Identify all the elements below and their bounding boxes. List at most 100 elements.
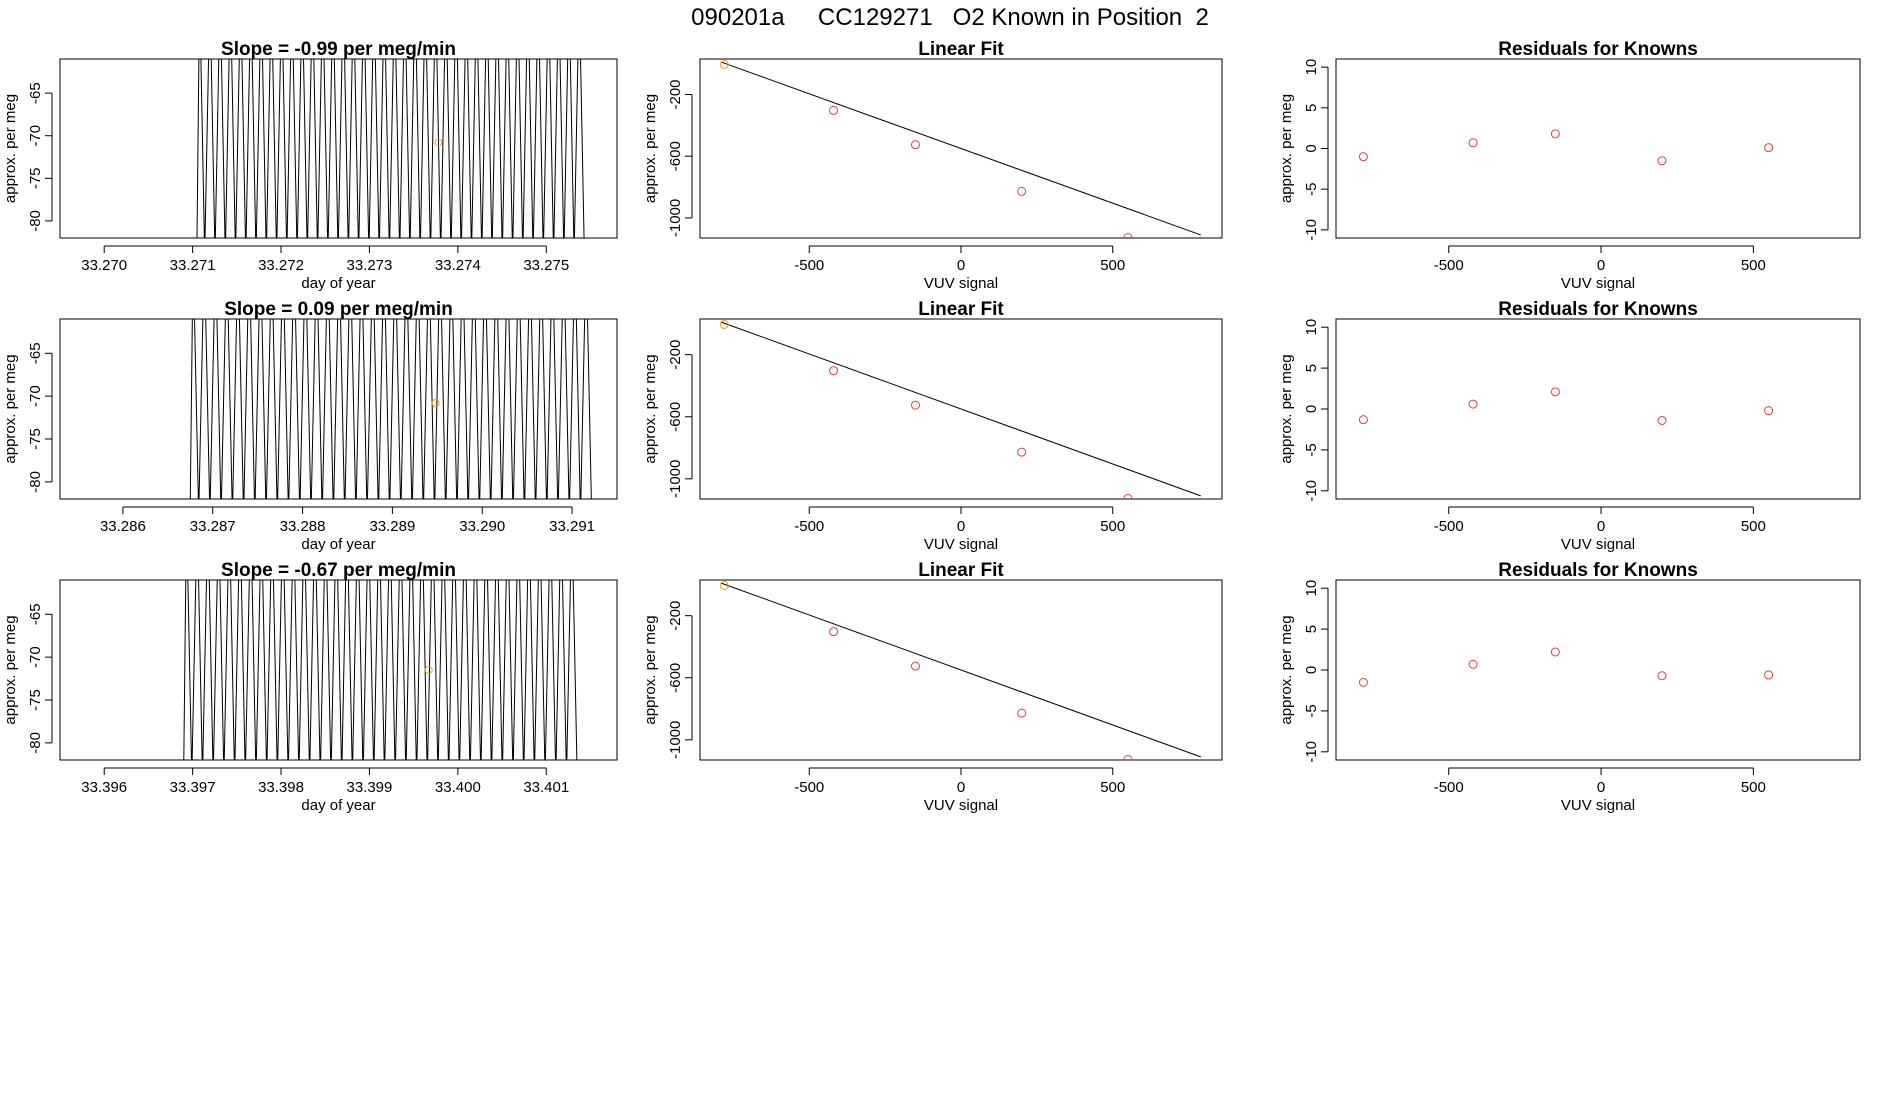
y-tick-label: 0	[1303, 666, 1320, 674]
y-tick-label: -600	[667, 402, 684, 432]
y-tick-label: 5	[1303, 364, 1320, 372]
data-point	[829, 366, 839, 376]
plot-frame	[699, 58, 1223, 239]
y-tick-label: -200	[667, 601, 684, 631]
y-tick-label: -75	[27, 428, 44, 450]
x-axis-label: day of year	[301, 275, 375, 292]
data-point	[1123, 755, 1133, 760]
y-axis-label: approx. per meg	[642, 94, 659, 203]
plot-frame	[1335, 58, 1861, 239]
y-tick-label: -75	[27, 689, 44, 711]
plot-frame	[699, 579, 1223, 761]
y-tick-label: -1000	[667, 721, 684, 759]
data-point	[1550, 387, 1560, 397]
data-point	[1358, 415, 1368, 425]
x-tick-label: 500	[1100, 779, 1125, 796]
y-tick-label: -80	[27, 732, 44, 754]
y-tick-label: 10	[1303, 580, 1320, 597]
x-axis-label: day of year	[301, 797, 375, 814]
y-tick-label: -65	[27, 82, 44, 104]
data-point	[1764, 143, 1774, 153]
y-tick-label: -70	[27, 385, 44, 407]
data-point	[1468, 138, 1478, 148]
highlight-point	[434, 138, 443, 147]
y-tick-label: 0	[1303, 144, 1320, 152]
panel-title: Linear Fit	[918, 560, 1004, 581]
x-tick-label: 33.397	[170, 779, 216, 796]
y-tick-label: -70	[27, 646, 44, 668]
plot-content	[1358, 647, 1774, 687]
x-tick-label: 500	[1741, 257, 1766, 274]
y-axis-label: approx. per meg	[1278, 94, 1295, 203]
y-tick-label: -75	[27, 167, 44, 189]
data-point	[1468, 399, 1478, 409]
data-point	[1550, 129, 1560, 139]
x-tick-label: 33.274	[435, 257, 481, 274]
chart-panel: Linear Fit -500 0 500 VUV signal -200 -600 -100…	[642, 299, 1223, 553]
plot-content	[719, 580, 1201, 760]
y-tick-label: -10	[1303, 741, 1320, 763]
x-tick-label: 33.398	[258, 779, 304, 796]
chart-panel: Residuals for Knowns -500 0 500 VUV signal 10…	[1278, 299, 1861, 553]
x-tick-label: 33.288	[280, 518, 326, 535]
x-tick-label: 33.271	[170, 257, 216, 274]
figure-title: 090201a CC129271 O2 Known in Position 2	[691, 4, 1209, 31]
panel-title: Linear Fit	[918, 39, 1004, 60]
chart-panel: Slope = 0.09 per meg/min 33.286 33.287 33.2…	[2, 299, 618, 553]
y-axis-label: approx. per meg	[2, 354, 19, 463]
y-axis-label: approx. per meg	[1278, 354, 1295, 463]
x-tick-label: 0	[1597, 518, 1605, 535]
plot-frame	[1335, 579, 1861, 761]
x-tick-label: 0	[1597, 779, 1605, 796]
x-tick-label: 33.291	[549, 518, 595, 535]
y-tick-label: -80	[27, 471, 44, 493]
x-axis-label: VUV signal	[924, 275, 998, 292]
data-point	[719, 319, 729, 329]
y-tick-label: 10	[1303, 319, 1320, 336]
plot-content	[1358, 129, 1774, 166]
y-tick-label: 0	[1303, 405, 1320, 413]
highlight-point	[424, 666, 433, 674]
x-tick-label: -500	[1434, 779, 1464, 796]
panel-title: Residuals for Knowns	[1498, 39, 1698, 60]
panel-title: Linear Fit	[918, 299, 1004, 320]
plot-content	[66, 59, 585, 238]
y-tick-label: -10	[1303, 480, 1320, 502]
x-tick-label: 33.286	[100, 518, 146, 535]
plot-content	[719, 319, 1201, 499]
x-tick-label: 33.272	[258, 257, 304, 274]
panel-title: Slope = -0.99 per meg/min	[221, 39, 456, 60]
data-point	[1550, 647, 1560, 657]
y-tick-label: -1000	[667, 460, 684, 498]
x-tick-label: -500	[794, 779, 824, 796]
data-point	[1657, 156, 1667, 166]
plot-frame	[59, 579, 618, 761]
panel-title: Residuals for Knowns	[1498, 299, 1698, 320]
x-tick-label: -500	[1434, 518, 1464, 535]
y-tick-label: -65	[27, 342, 44, 364]
data-point	[1017, 708, 1027, 718]
data-point	[829, 105, 839, 115]
y-axis-label: approx. per meg	[642, 354, 659, 463]
x-tick-label: 33.290	[459, 518, 505, 535]
data-point	[1017, 447, 1027, 457]
data-point	[910, 661, 920, 671]
data-point	[1123, 494, 1133, 499]
plot-content	[66, 319, 592, 499]
x-tick-label: 33.275	[523, 257, 569, 274]
x-tick-label: -500	[794, 518, 824, 535]
data-point	[1017, 186, 1027, 196]
plot-frame	[699, 318, 1223, 500]
y-tick-label: -10	[1303, 219, 1320, 241]
chart-panel: Residuals for Knowns -500 0 500 VUV signal 10…	[1278, 560, 1861, 814]
data-point	[1358, 677, 1368, 687]
x-tick-label: -500	[1434, 257, 1464, 274]
x-tick-label: 33.287	[190, 518, 236, 535]
data-point	[910, 140, 920, 150]
y-tick-label: -70	[27, 125, 44, 147]
x-tick-label: 33.270	[81, 257, 127, 274]
panel-title: Slope = -0.67 per meg/min	[221, 560, 456, 581]
series-line	[66, 580, 578, 760]
x-tick-label: 33.273	[346, 257, 392, 274]
